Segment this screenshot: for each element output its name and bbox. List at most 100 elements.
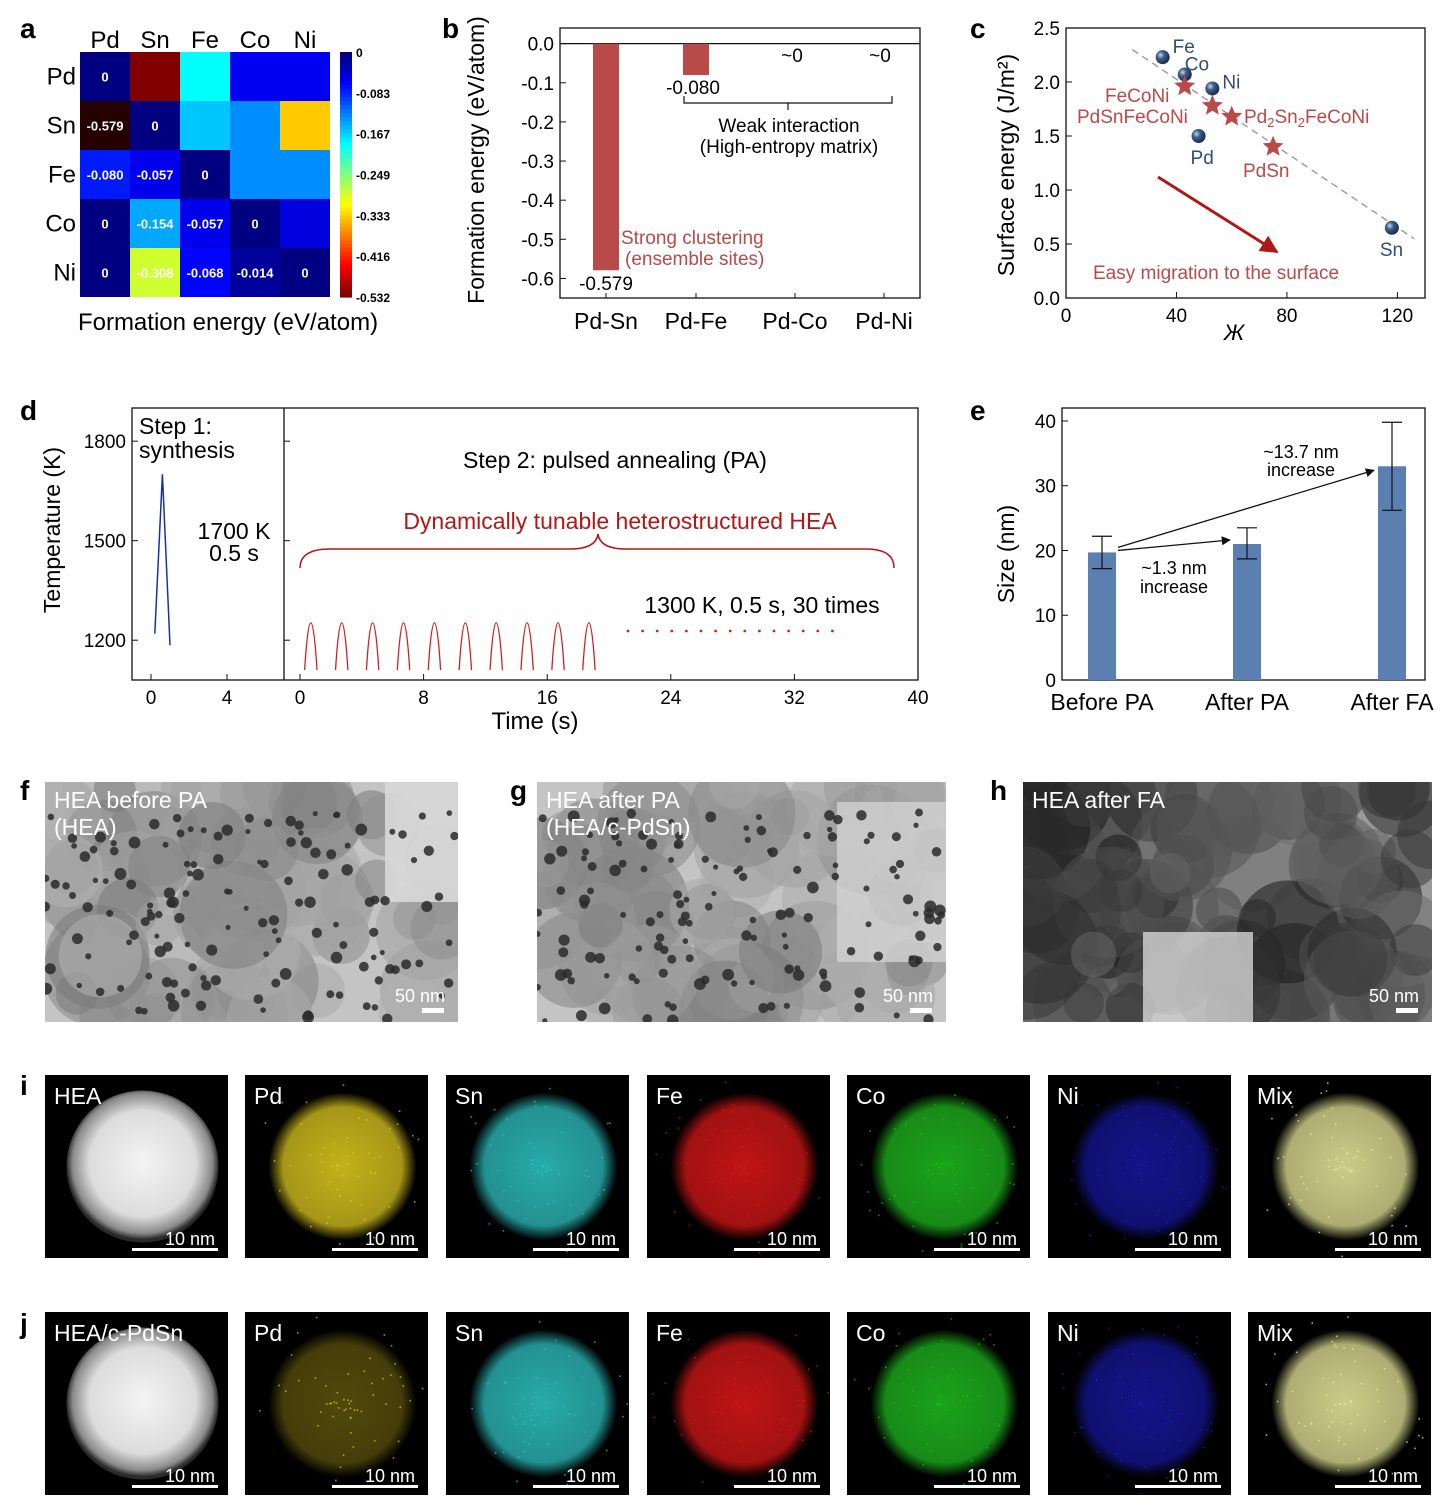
y-tick-label: -0.2 <box>521 113 554 134</box>
eds-noise-pixel <box>1108 1327 1110 1329</box>
eds-noise-pixel <box>533 1147 536 1150</box>
nanoparticle <box>604 973 610 979</box>
nanoparticle <box>586 831 594 839</box>
eds-noise-pixel <box>1349 1170 1352 1172</box>
y-axis-label: Temperature (K) <box>39 447 65 613</box>
eds-noise-pixel <box>955 1193 958 1196</box>
eds-noise-pixel <box>1162 1152 1165 1154</box>
nanoparticle <box>45 874 50 882</box>
eds-noise-pixel <box>541 1164 543 1167</box>
eds-noise-pixel <box>1334 1403 1337 1406</box>
eds-noise-pixel <box>1347 1316 1349 1318</box>
nanoparticle <box>575 1010 587 1022</box>
nanoparticle <box>47 813 55 821</box>
eds-noise-pixel <box>737 1417 740 1420</box>
eds-noise-pixel <box>1142 1164 1144 1167</box>
eds-noise-pixel <box>951 1397 953 1400</box>
eds-noise-pixel <box>609 1122 611 1125</box>
tem-label: (HEA) <box>54 814 117 840</box>
nanoparticle <box>45 982 53 995</box>
eds-noise-pixel <box>731 1195 733 1198</box>
colorbar-segment <box>340 248 352 253</box>
nanoparticle <box>587 887 594 895</box>
element-label: Pd <box>1191 148 1214 169</box>
eds-noise-pixel <box>281 1101 284 1104</box>
support-blob <box>1156 782 1261 878</box>
support-blob <box>1149 852 1191 894</box>
colorbar-segment <box>340 231 352 237</box>
colorbar-segment <box>340 239 352 245</box>
eds-noise-pixel <box>1298 1422 1300 1424</box>
eds-noise-pixel <box>947 1377 950 1380</box>
element-point <box>1205 81 1220 96</box>
eds-noise-pixel <box>986 1446 989 1449</box>
eds-noise-pixel <box>534 1391 537 1394</box>
nanoparticle <box>355 823 368 836</box>
eds-noise-pixel <box>1117 1348 1120 1351</box>
colorbar-segment <box>340 256 352 261</box>
eds-noise-pixel <box>931 1173 934 1176</box>
eds-noise-pixel <box>941 1162 943 1165</box>
y-tick-label: 0.5 <box>1034 235 1060 256</box>
eds-noise-pixel <box>741 1146 744 1149</box>
eds-noise-pixel <box>363 1370 366 1372</box>
tem-image <box>537 782 946 1022</box>
eds-noise-pixel <box>545 1407 547 1409</box>
eds-noise-pixel <box>1153 1432 1155 1435</box>
eds-noise-pixel <box>767 1380 769 1382</box>
nanoparticle <box>923 1014 934 1022</box>
pulse-dot <box>801 629 805 633</box>
eds-noise-pixel <box>382 1377 384 1380</box>
alloy-point <box>1174 75 1196 96</box>
nanoparticle <box>556 886 566 895</box>
eds-noise-pixel <box>1351 1169 1354 1172</box>
nanoparticle <box>180 988 190 998</box>
nanoparticle <box>615 840 623 847</box>
nanoparticle <box>705 811 717 823</box>
support-blob <box>1023 846 1066 927</box>
eds-noise-pixel <box>701 1171 703 1174</box>
support-blob <box>688 782 796 868</box>
eds-noise-pixel <box>1122 1105 1124 1107</box>
nanoparticle <box>667 954 677 964</box>
nanoparticle <box>362 1002 371 1011</box>
colorbar-segment <box>340 64 352 69</box>
eds-noise-pixel <box>932 1164 934 1166</box>
nanoparticle <box>370 895 380 905</box>
colorbar-segment <box>340 92 352 98</box>
eds-noise-pixel <box>1166 1422 1168 1425</box>
eds-tile-label: Co <box>856 1320 885 1346</box>
eds-tile-label: Sn <box>455 1320 483 1346</box>
nanoparticle <box>820 973 828 980</box>
panel-letter-d: d <box>20 395 37 426</box>
eds-noise-pixel <box>1177 1468 1179 1470</box>
eds-noise-pixel <box>721 1412 724 1415</box>
colorbar-segment <box>340 84 352 90</box>
nanoparticle <box>558 934 570 946</box>
x-tick-label: Pd-Sn <box>574 308 638 334</box>
eds-noise-pixel <box>958 1200 961 1203</box>
eds-noise-pixel <box>1397 1380 1399 1383</box>
scale-label: 10 nm <box>566 1466 616 1486</box>
nanoparticle <box>154 933 160 939</box>
eds-noise-pixel <box>728 1166 730 1169</box>
heatmap-cell <box>280 101 330 150</box>
eds-noise-pixel <box>765 1382 768 1385</box>
step1-peak-label: 0.5 s <box>209 540 259 566</box>
eds-noise-pixel <box>370 1171 372 1174</box>
panel-letter-f: f <box>20 775 30 806</box>
eds-noise-pixel <box>502 1190 505 1192</box>
nanoparticle <box>567 976 575 985</box>
heatmap-cell <box>230 199 280 248</box>
eds-noise-pixel <box>372 1394 375 1396</box>
x-tick-label: 40 <box>907 688 928 709</box>
eds-noise-pixel <box>374 1172 376 1175</box>
eds-noise-pixel <box>921 1430 923 1433</box>
eds-noise-pixel <box>352 1152 354 1154</box>
colorbar-segment <box>340 174 352 180</box>
scale-label: 10 nm <box>1168 1466 1218 1486</box>
nanoparticle <box>613 817 619 823</box>
colorbar-tick-label: -0.249 <box>356 169 390 183</box>
nanoparticle <box>685 919 693 927</box>
eds-noise-pixel <box>1356 1414 1359 1416</box>
